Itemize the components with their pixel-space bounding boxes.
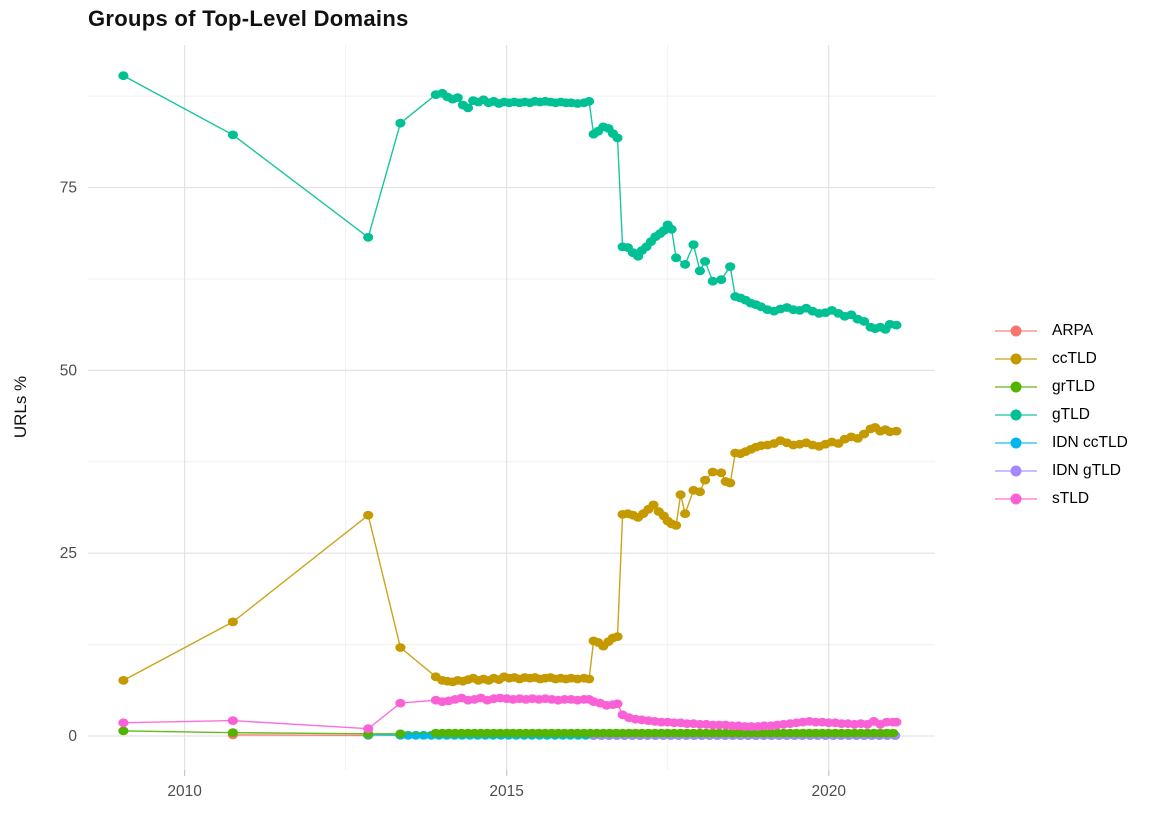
series-line-cctld bbox=[123, 426, 897, 683]
series-point-cctld bbox=[363, 510, 374, 520]
series-line-arpa bbox=[232, 734, 369, 737]
series-point-gtld bbox=[707, 276, 718, 286]
legend-item-stld: sTLD bbox=[993, 490, 1128, 508]
legend-item-cctld: ccTLD bbox=[993, 350, 1128, 368]
legend-item-label: grTLD bbox=[1052, 378, 1096, 395]
legend-key-icon bbox=[995, 409, 1037, 421]
legend-item-grtld: grTLD bbox=[993, 378, 1128, 396]
legend-item-gtld: gTLD bbox=[993, 406, 1128, 424]
x-tick-label: 2010 bbox=[167, 783, 202, 800]
series-point-gtld bbox=[694, 266, 706, 276]
series-point-cctld bbox=[694, 487, 706, 497]
series-point-cctld bbox=[725, 478, 736, 488]
series-point-gtld bbox=[680, 260, 691, 269]
series-point-gtld bbox=[859, 317, 870, 326]
series-point-stld bbox=[363, 724, 374, 734]
x-tick-label: 2015 bbox=[489, 783, 523, 800]
series-point-gtld bbox=[612, 133, 623, 143]
legend-key-icon bbox=[995, 493, 1037, 505]
series-point-cctld bbox=[671, 521, 682, 530]
series-point-gtld bbox=[725, 262, 736, 271]
series-point-cctld bbox=[859, 429, 870, 439]
legend-key-icon bbox=[995, 325, 1037, 337]
series-point-gtld bbox=[671, 253, 682, 263]
series-point-grtld bbox=[888, 728, 899, 738]
series-point-cctld bbox=[118, 676, 129, 685]
series-point-stld bbox=[395, 698, 406, 708]
y-tick-label: 75 bbox=[60, 180, 77, 197]
series-point-gtld bbox=[452, 93, 463, 102]
series-point-grtld bbox=[395, 729, 406, 739]
chart-title: Groups of Top-Level Domains bbox=[88, 6, 409, 31]
legend-item-idn-gtld: IDN gTLD bbox=[993, 462, 1128, 480]
y-tick-label: 50 bbox=[60, 362, 78, 379]
series-point-gtld bbox=[688, 240, 699, 250]
series-point-gtld bbox=[666, 224, 677, 234]
series-point-gtld bbox=[891, 320, 902, 330]
legend-item-label: ccTLD bbox=[1052, 350, 1097, 367]
legend-key-icon bbox=[995, 437, 1037, 449]
series-point-cctld bbox=[584, 674, 595, 684]
series-point-cctld bbox=[227, 617, 238, 627]
series-point-stld bbox=[227, 716, 238, 725]
series-point-gtld bbox=[462, 103, 474, 113]
series-point-gtld bbox=[716, 275, 727, 285]
series-point-gtld bbox=[395, 118, 406, 128]
series-point-stld bbox=[118, 718, 129, 728]
series-point-gtld bbox=[700, 257, 711, 266]
legend-item-arpa: ARPA bbox=[993, 322, 1128, 340]
series-point-cctld bbox=[648, 500, 659, 510]
series-point-cctld bbox=[700, 475, 711, 485]
series-point-grtld bbox=[227, 728, 238, 738]
series-point-cctld bbox=[680, 509, 691, 519]
series-point-stld bbox=[891, 717, 902, 727]
series-point-cctld bbox=[675, 490, 686, 500]
series-point-gtld bbox=[227, 130, 238, 140]
series-point-cctld bbox=[612, 632, 623, 641]
series-point-grtld bbox=[118, 726, 129, 736]
legend-item-label: ARPA bbox=[1052, 322, 1094, 339]
legend-item-label: IDN ccTLD bbox=[1052, 434, 1128, 451]
series-point-gtld bbox=[118, 71, 129, 81]
series-point-stld bbox=[612, 699, 623, 709]
y-tick-label: 25 bbox=[60, 545, 77, 562]
legend-key-icon bbox=[995, 353, 1037, 365]
series-line-gtld bbox=[123, 75, 897, 331]
series-point-cctld bbox=[395, 643, 406, 652]
legend-key-icon bbox=[995, 381, 1037, 393]
legend-item-label: IDN gTLD bbox=[1052, 462, 1121, 479]
series-point-cctld bbox=[891, 426, 902, 436]
x-tick-label: 2020 bbox=[811, 783, 846, 800]
series-point-cctld bbox=[707, 467, 718, 477]
legend-item-idn-cctld: IDN ccTLD bbox=[993, 434, 1128, 452]
series-point-gtld bbox=[584, 96, 595, 106]
legend: ARPA ccTLD grTLD gTLD IDN ccTLD IDN gTLD sTLD bbox=[993, 322, 1128, 508]
y-tick-label: 0 bbox=[68, 728, 77, 745]
legend-key-icon bbox=[995, 465, 1037, 477]
legend-item-label: gTLD bbox=[1052, 406, 1090, 423]
series-point-gtld bbox=[363, 232, 374, 242]
series-point-cctld bbox=[716, 468, 727, 478]
legend-item-label: sTLD bbox=[1052, 490, 1090, 507]
